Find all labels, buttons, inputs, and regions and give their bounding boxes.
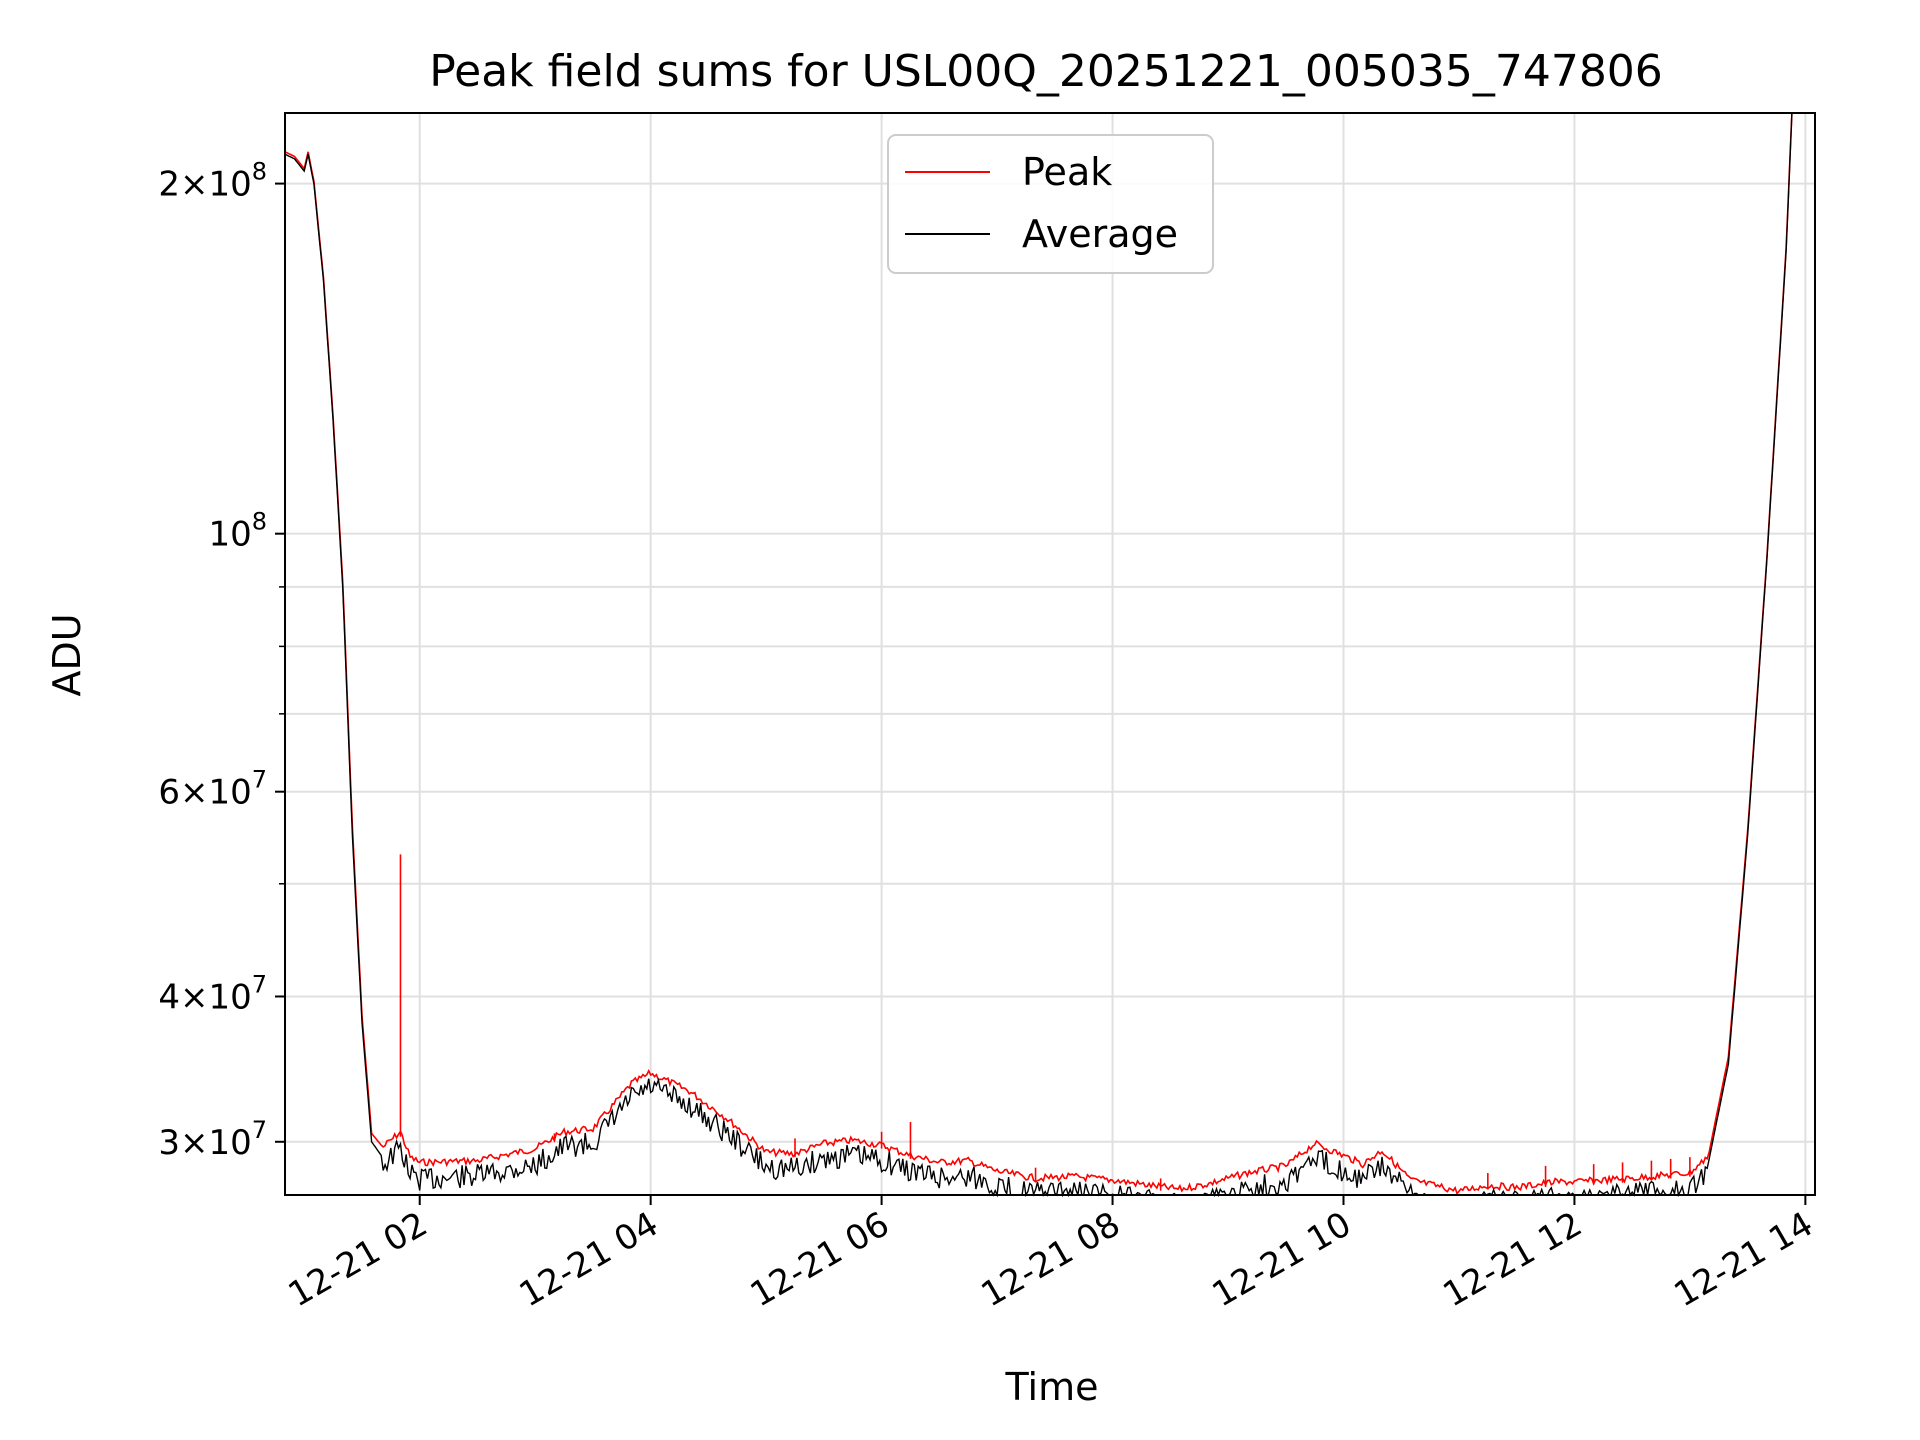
- y-tick-base: 10: [208, 515, 251, 555]
- y-tick-mantissa: 6×: [158, 773, 208, 813]
- y-tick-exponent: 8: [252, 508, 267, 536]
- y-tick-label-1: 4×107: [158, 970, 267, 1017]
- y-tick-mantissa: 4×: [158, 977, 208, 1017]
- y-tick-base: 10: [208, 165, 251, 205]
- x-axis-label: Time: [1005, 1365, 1099, 1409]
- legend-box: [887, 134, 1214, 274]
- y-tick-label-4: 2×108: [158, 158, 267, 205]
- y-tick-mantissa: 2×: [158, 165, 208, 205]
- chart-title: Peak field sums for USL00Q_20251221_0050…: [429, 46, 1663, 97]
- grid: [285, 113, 1815, 1195]
- legend: Peak Average: [887, 134, 1214, 274]
- y-tick-exponent: 7: [252, 970, 267, 998]
- legend-average-label: Average: [1022, 212, 1178, 256]
- y-tick-base: 10: [208, 1123, 251, 1163]
- y-tick-exponent: 7: [252, 766, 267, 794]
- y-tick-base: 10: [208, 977, 251, 1017]
- y-tick-base: 10: [208, 773, 251, 813]
- series-group: [284, 112, 1793, 1198]
- y-tick-exponent: 8: [252, 158, 267, 186]
- series-peak-line: [284, 112, 1793, 1196]
- y-tick-label-0: 3×107: [158, 1116, 267, 1163]
- series-average-line: [284, 112, 1793, 1198]
- y-axis-label: ADU: [45, 613, 89, 696]
- legend-peak-label: Peak: [1022, 150, 1112, 194]
- y-tick-label-2: 6×107: [158, 766, 267, 813]
- plot-frame: [284, 112, 1816, 1196]
- y-tick-mantissa: 3×: [158, 1123, 208, 1163]
- y-tick-label-3: 108: [208, 508, 267, 555]
- y-tick-exponent: 7: [252, 1116, 267, 1144]
